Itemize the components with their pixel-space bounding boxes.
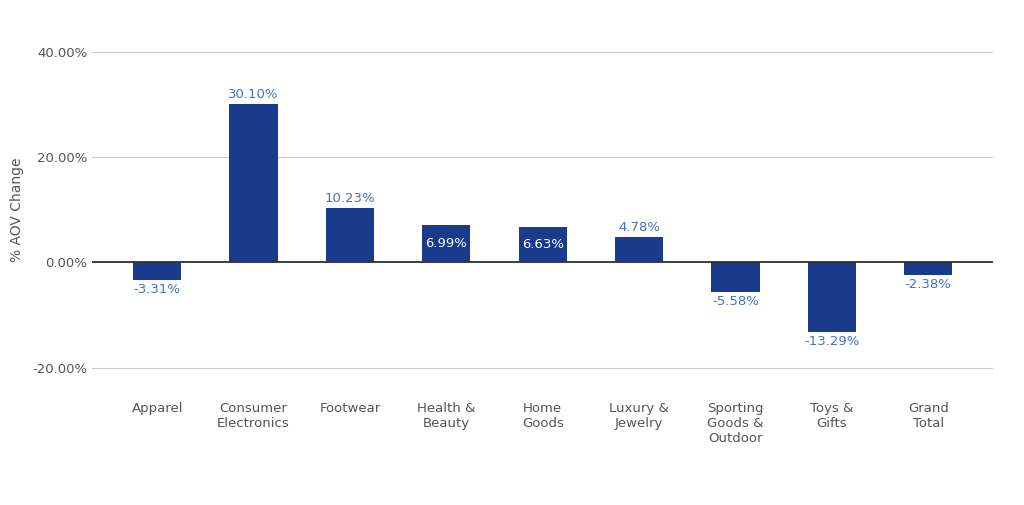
- Text: 4.78%: 4.78%: [618, 221, 660, 234]
- Text: -5.58%: -5.58%: [712, 295, 759, 308]
- Text: -3.31%: -3.31%: [134, 283, 180, 296]
- Text: 6.99%: 6.99%: [425, 237, 467, 250]
- Bar: [712, 262, 760, 291]
- Text: 10.23%: 10.23%: [325, 192, 375, 205]
- Bar: [229, 104, 278, 262]
- Text: 6.63%: 6.63%: [521, 238, 564, 251]
- Text: -2.38%: -2.38%: [905, 278, 951, 291]
- Bar: [422, 225, 470, 262]
- Bar: [615, 237, 664, 262]
- Bar: [904, 262, 952, 275]
- Y-axis label: % AOV Change: % AOV Change: [10, 158, 24, 262]
- Text: 30.10%: 30.10%: [228, 87, 279, 100]
- Bar: [808, 262, 856, 332]
- Text: -13.29%: -13.29%: [804, 335, 859, 348]
- Bar: [518, 227, 567, 262]
- Bar: [133, 262, 181, 280]
- Bar: [326, 209, 374, 262]
